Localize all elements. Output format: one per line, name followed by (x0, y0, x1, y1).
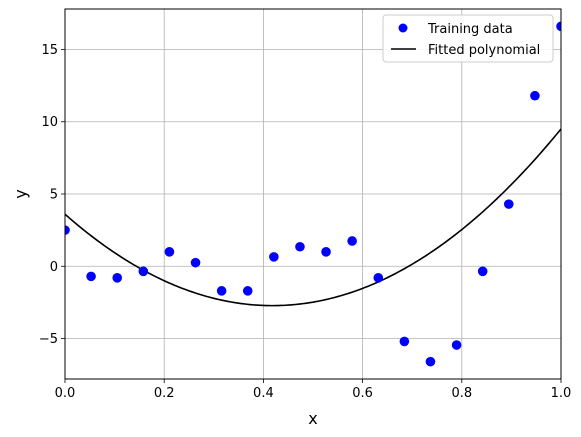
legend-marker-training-data (398, 23, 408, 33)
data-point (269, 252, 279, 262)
legend-label-fitted-polynomial: Fitted polynomial (428, 43, 540, 58)
data-point (373, 273, 384, 283)
data-point (112, 273, 123, 283)
data-point (242, 286, 253, 296)
data-point (451, 340, 462, 350)
x-axis-ticks: 0.0 0.2 0.4 0.6 0.8 1.0 (55, 379, 572, 401)
training-data-points (65, 21, 561, 367)
data-point (86, 271, 96, 282)
data-point (138, 266, 149, 277)
data-point (216, 286, 227, 296)
y-tick-label: 15 (41, 43, 58, 58)
legend-label-training-data: Training data (427, 22, 513, 37)
plot-content (65, 21, 561, 367)
data-point (503, 199, 514, 209)
data-point (399, 336, 410, 347)
x-tick-label: 1.0 (551, 386, 572, 401)
data-point (556, 21, 561, 32)
legend-box (382, 14, 554, 63)
y-tick-label: 0 (50, 260, 58, 275)
legend: Training data Fitted polynomial (382, 14, 554, 63)
y-axis-label: y (11, 189, 30, 198)
data-point (347, 236, 357, 246)
y-axis-ticks: −5 0 5 10 15 (39, 43, 65, 347)
x-axis-label: x (308, 409, 317, 428)
fitted-polynomial-line (65, 128, 561, 307)
grid-lines (64, 9, 562, 379)
data-point (65, 225, 70, 235)
x-tick-label: 0.4 (253, 386, 274, 401)
x-tick-label: 0.0 (55, 386, 76, 401)
data-point (425, 356, 436, 367)
y-tick-label: 5 (50, 188, 58, 203)
x-tick-label: 0.8 (451, 386, 472, 401)
data-point (164, 247, 175, 257)
data-point (477, 266, 488, 277)
data-point (190, 257, 201, 268)
x-tick-label: 0.2 (154, 386, 175, 401)
y-tick-label: −5 (39, 332, 58, 347)
data-point (295, 241, 305, 252)
y-tick-label: 10 (41, 115, 58, 130)
data-point (321, 247, 331, 257)
x-tick-label: 0.6 (352, 386, 373, 401)
data-point (530, 90, 540, 101)
